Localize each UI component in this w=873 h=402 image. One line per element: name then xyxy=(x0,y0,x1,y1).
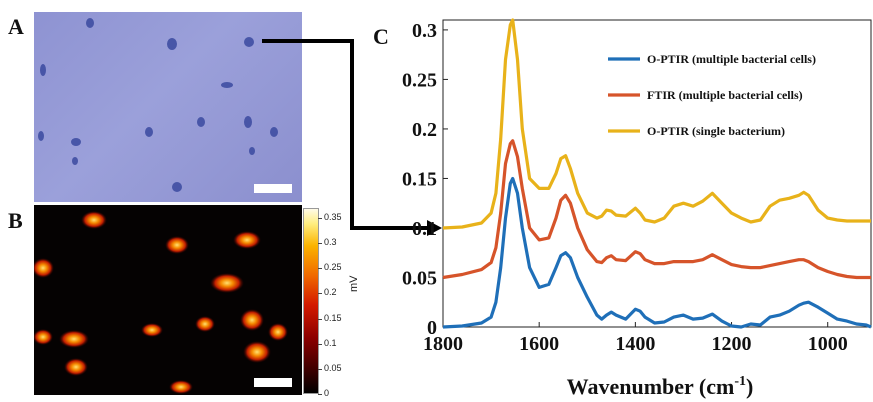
y-tick-label: 0.05 xyxy=(402,267,437,289)
x-axis-label-text: Wavenumber (cm xyxy=(567,374,735,399)
y-tick-label: 0 xyxy=(427,317,437,339)
colorbar-tick-label: 0.1 xyxy=(324,337,337,348)
x-axis-label-close: ) xyxy=(746,374,753,399)
colorbar-tick-label: 0 xyxy=(324,388,330,398)
heat-spot xyxy=(59,330,89,348)
heat-spot xyxy=(210,273,244,293)
heat-spot xyxy=(243,341,271,363)
heat-spot xyxy=(33,329,53,345)
colorbar-tick-mark xyxy=(318,343,322,345)
colorbar-tick-mark xyxy=(318,218,322,220)
colorbar-tick-mark xyxy=(318,243,322,245)
bacterium xyxy=(244,37,254,47)
bacteria-layer xyxy=(38,18,278,192)
x-axis-label: Wavenumber (cm-1) xyxy=(567,374,754,399)
heat-spot xyxy=(165,236,189,254)
bacterium xyxy=(145,127,153,137)
bacterium xyxy=(71,138,81,146)
bacterium xyxy=(197,117,205,127)
colorbar-tick-label: 0.35 xyxy=(324,212,342,223)
x-tick-label: 1600 xyxy=(519,333,559,355)
legend-label-2: FTIR (multiple bacterial cells) xyxy=(647,88,803,102)
colorbar-tick-label: 0.3 xyxy=(324,237,337,248)
plot-frame xyxy=(442,19,872,328)
pointer-arrow xyxy=(262,39,427,230)
x-axis-label-sup: -1 xyxy=(734,374,746,389)
x-tick-label: 1000 xyxy=(808,333,848,355)
colorbar-tick-mark xyxy=(318,368,322,370)
heatmap-layer xyxy=(32,211,288,394)
legend-label-3: O-PTIR (single bacterium) xyxy=(647,124,785,138)
panel-a-label: A xyxy=(8,14,24,39)
panel-c-label: C xyxy=(373,24,389,49)
colorbar-tick-mark xyxy=(318,318,322,320)
bacterium xyxy=(270,127,278,137)
bacterium xyxy=(244,116,252,128)
bacterium xyxy=(167,38,177,50)
chart-axes: 0 0.05 0.1 0.15 0.2 0.25 0.3 1800 1600 1400 1200 10… xyxy=(402,19,872,355)
scale-bar xyxy=(254,378,292,387)
y-tick-label: 0.3 xyxy=(412,20,437,42)
chart-series xyxy=(442,18,872,329)
bacterium xyxy=(221,82,233,88)
bacterium xyxy=(72,157,78,165)
bacterium xyxy=(38,131,44,141)
optical-micrograph xyxy=(34,12,302,202)
scale-bar xyxy=(254,184,292,193)
colorbar-tick-label: 0.25 xyxy=(324,262,342,273)
arrow-head xyxy=(427,220,442,236)
colorbar-tick-mark xyxy=(318,293,322,295)
heat-spot xyxy=(32,258,54,278)
heat-spot xyxy=(141,323,163,337)
heat-spot xyxy=(233,231,261,249)
heat-spot xyxy=(81,211,107,229)
bacterium xyxy=(86,18,94,28)
colorbar-tick-mark xyxy=(318,268,322,270)
heat-spot xyxy=(268,323,288,341)
heat-spot xyxy=(195,316,215,332)
legend-label-1: O-PTIR (multiple bacterial cells) xyxy=(647,52,816,66)
x-tick-label: 1200 xyxy=(712,333,752,355)
panel-b-label: B xyxy=(8,208,23,233)
colorbar-tick-label: 0.2 xyxy=(324,287,337,298)
heat-spot xyxy=(64,358,88,376)
chart-legend: O-PTIR (multiple bacterial cells) FTIR (m… xyxy=(608,52,816,138)
x-tick-label: 1800 xyxy=(423,333,463,355)
colorbar-tick-mark xyxy=(318,394,322,395)
series-line-1 xyxy=(442,176,872,329)
colorbar-tick-label: 0.15 xyxy=(324,312,342,323)
colorbar xyxy=(303,208,319,394)
series-line-3 xyxy=(442,18,871,230)
series-line-2 xyxy=(442,139,871,280)
heat-spot xyxy=(169,380,193,394)
x-tick-label: 1400 xyxy=(615,333,655,355)
o-ptir-heatmap xyxy=(32,205,302,395)
y-tick-label: 0.2 xyxy=(412,119,437,141)
y-tick-label: 0.25 xyxy=(402,69,437,91)
heat-spot xyxy=(240,309,264,331)
colorbar-tick-label: 0.05 xyxy=(324,362,342,373)
y-tick-label: 0.1 xyxy=(412,218,437,240)
bacterium xyxy=(40,64,46,76)
bacterium xyxy=(249,147,255,155)
y-tick-label: 0.15 xyxy=(402,168,437,190)
bacterium xyxy=(172,182,182,192)
